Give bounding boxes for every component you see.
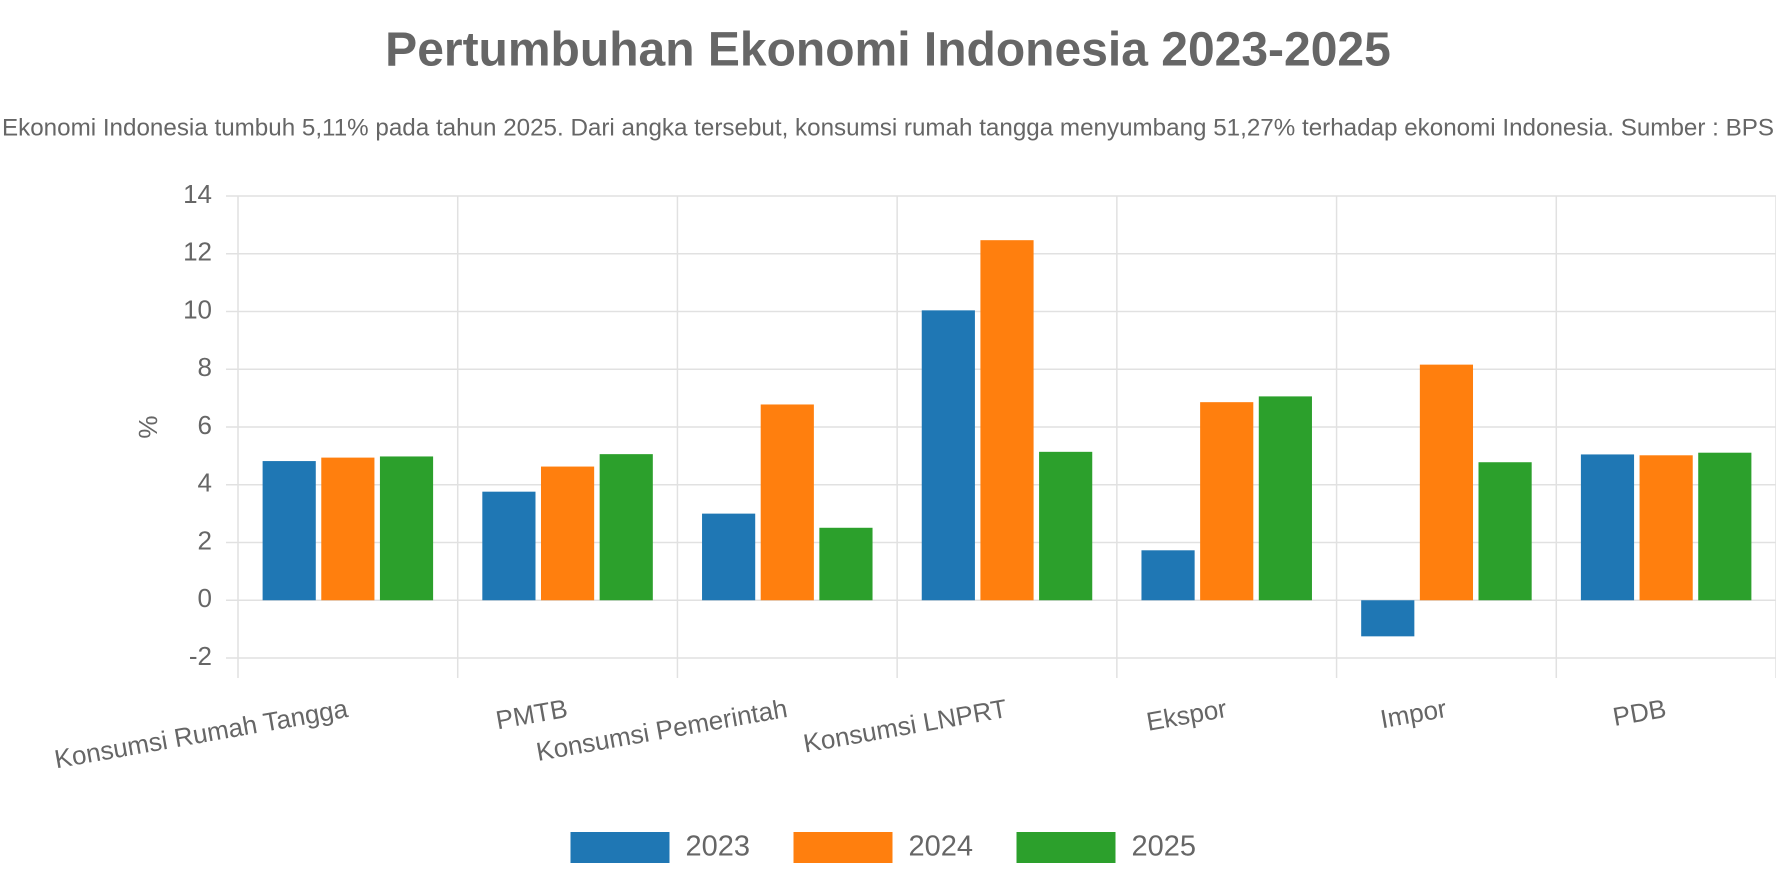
- bar: [379, 456, 434, 601]
- y-tick-label: 2: [198, 525, 212, 555]
- bar: [1698, 452, 1752, 601]
- bar: [1200, 402, 1254, 601]
- legend-label: 2023: [686, 831, 751, 863]
- y-tick-label: 12: [183, 237, 212, 267]
- x-tick-label: PMTB: [493, 693, 569, 735]
- bar: [1258, 396, 1312, 601]
- y-tick-label: 4: [198, 468, 212, 498]
- x-tick-label: Konsumsi Pemerintah: [534, 693, 790, 767]
- bar: [599, 454, 653, 601]
- bar: [1419, 364, 1474, 601]
- x-tick-label: Impor: [1378, 693, 1449, 734]
- bar: [321, 457, 375, 601]
- chart-title: Pertumbuhan Ekonomi Indonesia 2023-2025: [385, 24, 1391, 77]
- y-axis-label: %: [133, 415, 163, 438]
- bar: [1361, 600, 1415, 637]
- y-tick-label: 0: [198, 583, 212, 613]
- bar: [1039, 451, 1093, 601]
- bar: [482, 491, 536, 601]
- legend-swatch: [793, 832, 893, 863]
- y-tick-label: 14: [183, 179, 212, 209]
- legend-label: 2025: [1132, 831, 1197, 863]
- x-tick-label: Konsumsi LNPRT: [801, 693, 1009, 758]
- bar: [1141, 550, 1195, 601]
- bar: [1478, 462, 1532, 601]
- bar: [1639, 455, 1693, 601]
- x-tick-label: PDB: [1611, 693, 1669, 732]
- y-tick-label: 6: [198, 410, 212, 440]
- legend-swatch: [1016, 832, 1116, 863]
- bar: [921, 310, 975, 601]
- bar: [540, 466, 595, 601]
- chart-subtitle: Ekonomi Indonesia tumbuh 5,11% pada tahu…: [2, 114, 1774, 141]
- legend-label: 2024: [909, 831, 974, 863]
- legend-swatch: [570, 832, 670, 863]
- y-tick-label: -2: [189, 641, 212, 671]
- x-tick-label: Konsumsi Rumah Tangga: [52, 693, 350, 774]
- bar: [819, 527, 873, 601]
- y-tick-label: 8: [198, 352, 212, 382]
- bar: [760, 404, 814, 601]
- y-tick-label: 10: [183, 294, 212, 324]
- bar: [262, 461, 316, 601]
- bar: [980, 240, 1034, 601]
- bar: [1580, 454, 1635, 601]
- bar: [702, 513, 756, 601]
- x-tick-label: Ekspor: [1144, 693, 1229, 737]
